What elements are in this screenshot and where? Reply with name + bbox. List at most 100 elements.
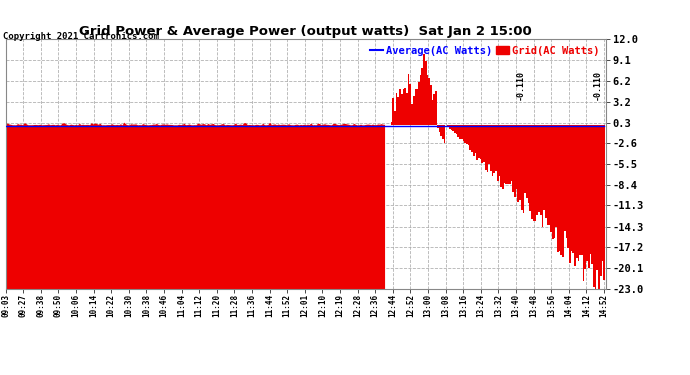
Bar [466, 125, 468, 144]
Bar [540, 125, 542, 215]
Bar [422, 68, 423, 125]
Bar [393, 98, 394, 125]
Bar [433, 94, 435, 125]
Bar [524, 125, 526, 194]
Bar [453, 125, 454, 131]
Bar [461, 125, 462, 139]
Bar [402, 89, 404, 125]
Bar [451, 125, 453, 130]
Bar [589, 125, 591, 255]
Bar [423, 54, 425, 125]
Bar [584, 125, 586, 269]
Bar [602, 125, 603, 261]
Bar [564, 125, 566, 231]
Bar [533, 125, 535, 221]
Bar [399, 89, 401, 125]
Bar [464, 125, 466, 143]
Bar [514, 125, 516, 197]
Bar [408, 74, 409, 125]
Bar [552, 125, 553, 239]
Bar [459, 125, 461, 139]
Bar [432, 100, 433, 125]
Bar [598, 125, 600, 289]
Bar [593, 125, 595, 287]
Bar [492, 125, 493, 176]
Bar [426, 75, 428, 125]
Text: -0.110: -0.110 [593, 70, 602, 100]
Bar [596, 125, 598, 270]
Bar [569, 125, 571, 263]
Bar [528, 125, 529, 203]
Bar [486, 125, 489, 172]
Bar [462, 125, 464, 141]
Bar [586, 125, 588, 261]
Bar [543, 125, 545, 210]
Bar [485, 125, 486, 170]
Bar [574, 125, 576, 266]
Bar [416, 89, 418, 125]
Bar [490, 125, 492, 171]
Bar [502, 125, 504, 189]
Bar [578, 125, 579, 261]
Legend: Average(AC Watts), Grid(AC Watts): Average(AC Watts), Grid(AC Watts) [369, 45, 600, 57]
Bar [566, 125, 567, 238]
Bar [588, 125, 589, 267]
Bar [394, 111, 396, 125]
Bar [449, 125, 451, 129]
Bar [595, 125, 596, 289]
Bar [560, 125, 562, 255]
Bar [457, 125, 459, 137]
Bar [559, 125, 560, 251]
Bar [391, 122, 393, 125]
Bar [442, 125, 444, 139]
Bar [550, 125, 552, 232]
Bar [447, 125, 449, 127]
Bar [404, 88, 406, 125]
Bar [455, 125, 457, 134]
Bar [444, 125, 446, 143]
Bar [401, 94, 402, 125]
Bar [579, 125, 581, 255]
Bar [526, 125, 528, 198]
Bar [480, 125, 482, 159]
Bar [513, 125, 514, 192]
Bar [545, 125, 546, 218]
Bar [428, 78, 430, 125]
Bar [430, 86, 432, 125]
Bar [506, 125, 507, 184]
Bar [454, 125, 455, 132]
Bar [511, 125, 513, 181]
Bar [509, 125, 511, 184]
Bar [476, 125, 478, 160]
Bar [406, 93, 408, 125]
Bar [555, 125, 557, 227]
Bar [471, 125, 473, 152]
Bar [495, 125, 497, 171]
Bar [420, 75, 422, 125]
Bar [439, 125, 440, 132]
Text: Copyright 2021 Cartronics.com: Copyright 2021 Cartronics.com [3, 32, 159, 41]
Bar [600, 125, 602, 276]
Title: Grid Power & Average Power (output watts)  Sat Jan 2 15:00: Grid Power & Average Power (output watts… [79, 25, 532, 38]
Text: -0.110: -0.110 [515, 70, 524, 100]
Bar [473, 125, 475, 156]
Bar [475, 125, 476, 153]
Bar [478, 125, 480, 158]
Bar [411, 104, 413, 125]
Bar [497, 125, 499, 181]
Bar [507, 125, 509, 184]
Bar [603, 125, 605, 280]
Bar [413, 96, 415, 125]
Bar [493, 125, 495, 173]
Bar [499, 125, 500, 176]
Bar [573, 125, 574, 253]
Bar [519, 125, 521, 200]
Bar [440, 125, 442, 136]
Bar [418, 82, 420, 125]
Bar [437, 125, 439, 128]
Bar [549, 125, 550, 225]
Bar [489, 125, 490, 164]
Bar [576, 125, 578, 258]
Bar [504, 125, 506, 183]
Bar [567, 125, 569, 248]
